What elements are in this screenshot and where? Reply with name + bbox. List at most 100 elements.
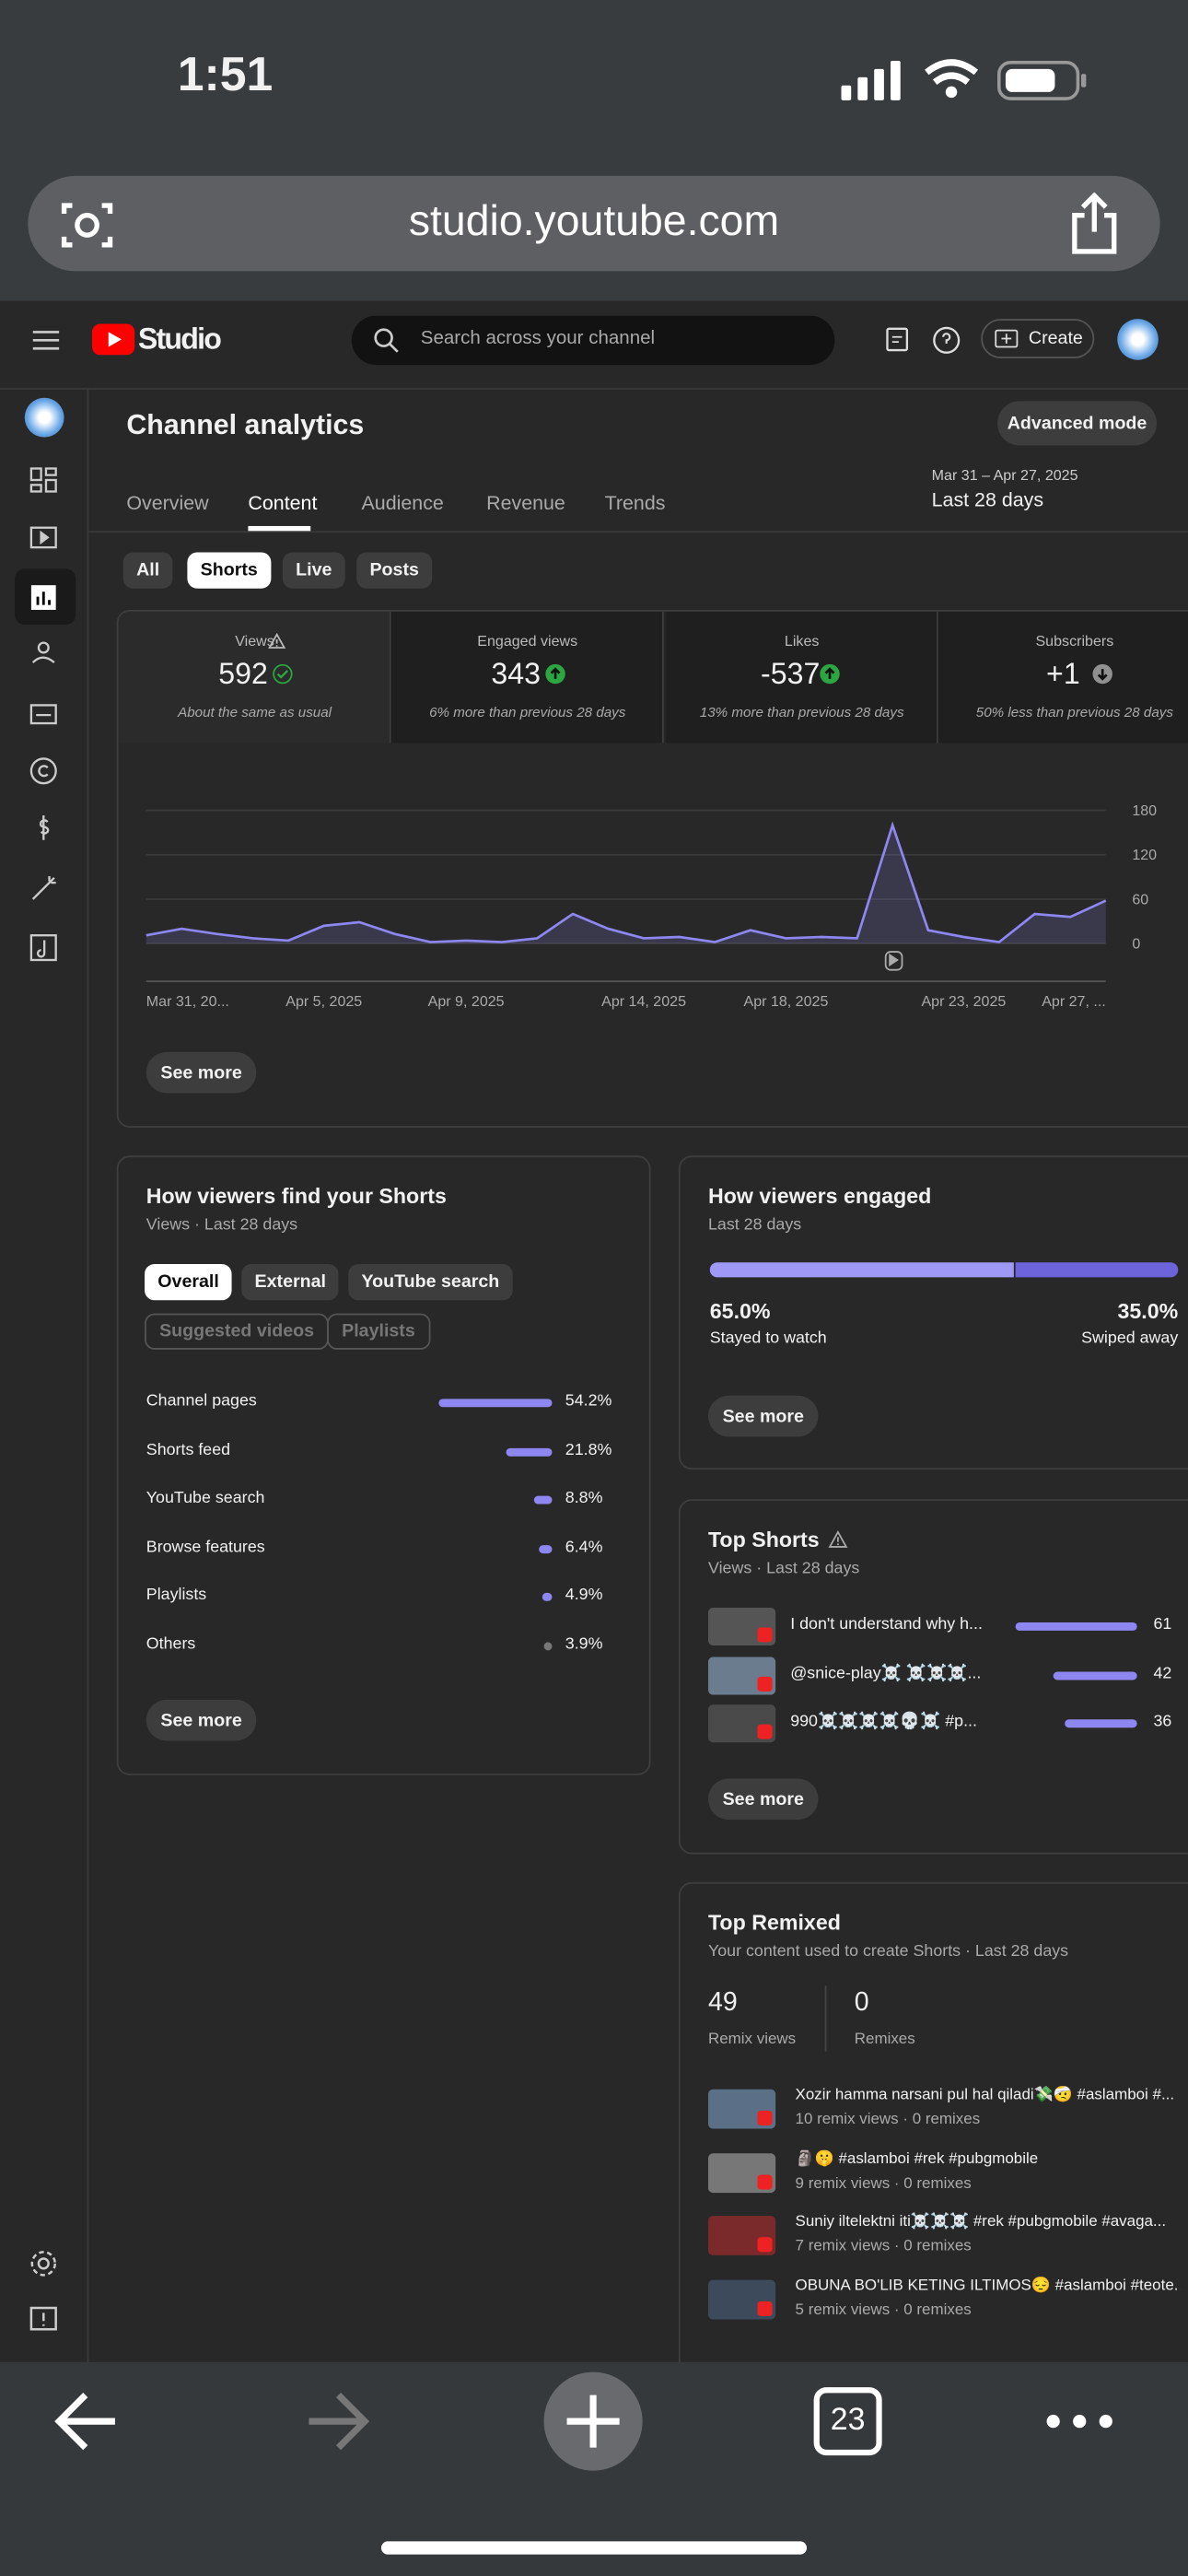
kpi-icon (1092, 663, 1112, 685)
kpi-note: 50% less than previous 28 days (975, 703, 1173, 720)
thumbnail[interactable] (707, 1607, 776, 1645)
search-icon (374, 328, 399, 353)
source-label: Playlists (146, 1586, 207, 1605)
shorts-marker-bg (884, 951, 903, 971)
warning-icon (268, 632, 286, 650)
youtube-logo[interactable] (91, 323, 135, 356)
toolbar-icons (54, 2371, 1112, 2555)
short-value: 42 (1153, 1664, 1172, 1683)
thumbnail[interactable] (707, 2216, 776, 2255)
kpi-note: 13% more than previous 28 days (699, 703, 904, 720)
traffic-title: How viewers find your Shorts (146, 1183, 447, 1209)
engagement-title: How viewers engaged (707, 1183, 932, 1209)
filter-chip[interactable]: All (122, 552, 173, 589)
share-icon[interactable] (1068, 192, 1121, 255)
see-more-button[interactable]: See more (146, 1051, 257, 1094)
back-icon[interactable] (54, 2393, 115, 2451)
url-bar[interactable] (28, 175, 1160, 272)
kpi-cell[interactable]: Views 592 About the same as usual (118, 611, 391, 744)
kpi-cell[interactable]: Subscribers +1 50% less than previous 28 d… (938, 611, 1188, 744)
source-value: 6.4% (565, 1538, 603, 1556)
remix-title[interactable]: Xozir hamma narsani pul hal qiladi💸🤕 #as… (795, 2086, 1175, 2104)
stats-divider (824, 1985, 827, 2052)
studio-logo-text: Studio (137, 322, 222, 356)
y-tick-label: 0 (1132, 935, 1140, 952)
avatar[interactable] (1117, 319, 1159, 360)
tab-underline (248, 525, 311, 532)
date-range: Mar 31 – Apr 27, 2025 (931, 466, 1078, 484)
stat-label: Remixes (854, 2030, 915, 2049)
tab[interactable]: Audience (361, 491, 444, 515)
line (146, 821, 1107, 943)
y-tick-label: 180 (1132, 802, 1157, 819)
lens-icon[interactable] (59, 197, 115, 253)
short-title[interactable]: I don't understand why h... (790, 1615, 983, 1634)
thumbnail[interactable] (707, 1656, 776, 1694)
y-tick-label: 120 (1132, 847, 1157, 863)
source-chip[interactable]: Overall (145, 1264, 233, 1301)
source-chip[interactable]: Suggested videos (145, 1313, 330, 1350)
see-more-button[interactable]: See more (707, 1395, 819, 1437)
search-box[interactable] (351, 315, 835, 366)
filter-chip[interactable]: Live (282, 552, 345, 589)
x-tick-label: Apr 5, 2025 (285, 993, 362, 1010)
forward-icon (309, 2393, 370, 2451)
header-icons[interactable] (884, 325, 966, 355)
url-text: studio.youtube.com (408, 195, 780, 245)
see-more-button[interactable]: See more (146, 1699, 257, 1741)
short-bar (1053, 1670, 1137, 1680)
thumbnail[interactable] (707, 1704, 776, 1743)
engagement-value: 35.0% (1117, 1298, 1179, 1324)
stat-label: Remix views (707, 2030, 797, 2049)
shorts-marker (889, 953, 899, 967)
x-tick-label: Apr 23, 2025 (921, 993, 1006, 1010)
advanced-mode-button[interactable]: Advanced mode (997, 401, 1158, 446)
sidebar-icons[interactable] (29, 465, 59, 975)
tabs-button[interactable] (813, 2387, 882, 2456)
kpi-cell[interactable]: Likes -537 13% more than previous 28 days (665, 611, 938, 744)
short-bar (1065, 1719, 1137, 1728)
short-value: 61 (1153, 1615, 1172, 1634)
see-more-button[interactable]: See more (707, 1778, 819, 1821)
filter-chip[interactable]: Shorts (187, 552, 272, 589)
source-label: YouTube search (146, 1489, 265, 1508)
shorts-badge (757, 2237, 773, 2253)
engagement-label: Stayed to watch (709, 1329, 827, 1349)
create-icon (995, 329, 1019, 348)
remix-title[interactable]: Suniy iltelektni iti☠️☠️☠️ #rek #pubgmob… (795, 2212, 1167, 2231)
thumbnail[interactable] (707, 2089, 776, 2129)
x-tick-label: Mar 31, 20... (146, 993, 229, 1010)
short-title[interactable]: 990☠️☠️☠️☠️💀☠️ #p... (790, 1713, 977, 1731)
kpi-icon (820, 663, 840, 685)
menu-icon[interactable] (32, 329, 60, 352)
thumbnail[interactable] (707, 2278, 776, 2319)
source-chip[interactable]: YouTube search (348, 1264, 513, 1301)
stat-value: 49 (707, 1988, 738, 2018)
shorts-badge (757, 1627, 773, 1643)
short-bar (1015, 1622, 1137, 1631)
source-value: 21.8% (565, 1440, 612, 1459)
tab[interactable]: Overview (126, 491, 209, 515)
source-value: 4.9% (565, 1586, 603, 1605)
tab[interactable]: Revenue (486, 491, 565, 515)
filter-chip[interactable]: Posts (356, 552, 433, 589)
remix-title[interactable]: OBUNA BO'LIB KETING ILTIMOS😔 #aslamboi #… (795, 2276, 1181, 2294)
sidebar-bottom-icons[interactable] (29, 2249, 59, 2335)
engagement-subtitle: Last 28 days (707, 1216, 802, 1235)
kpi-icon (273, 663, 293, 685)
channel-avatar[interactable] (24, 397, 64, 438)
shorts-badge (757, 2110, 773, 2125)
tab[interactable]: Trends (604, 491, 666, 515)
tab[interactable]: Content (248, 491, 318, 515)
source-label: Browse features (146, 1538, 265, 1556)
kpi-cell[interactable]: Engaged views 343 6% more than previous 28… (390, 611, 664, 744)
source-chip[interactable]: Playlists (327, 1313, 430, 1350)
short-title[interactable]: @snice-play☠️ ☠️☠️☠️... (790, 1664, 982, 1683)
remix-title[interactable]: 🗿🤫 #aslamboi #rek #pubgmobile (795, 2149, 1039, 2168)
source-bar (543, 1641, 553, 1650)
create-button[interactable] (981, 319, 1095, 358)
date-period[interactable]: Last 28 days (931, 487, 1044, 511)
source-chip[interactable]: External (241, 1264, 340, 1301)
thumbnail[interactable] (707, 2152, 776, 2193)
